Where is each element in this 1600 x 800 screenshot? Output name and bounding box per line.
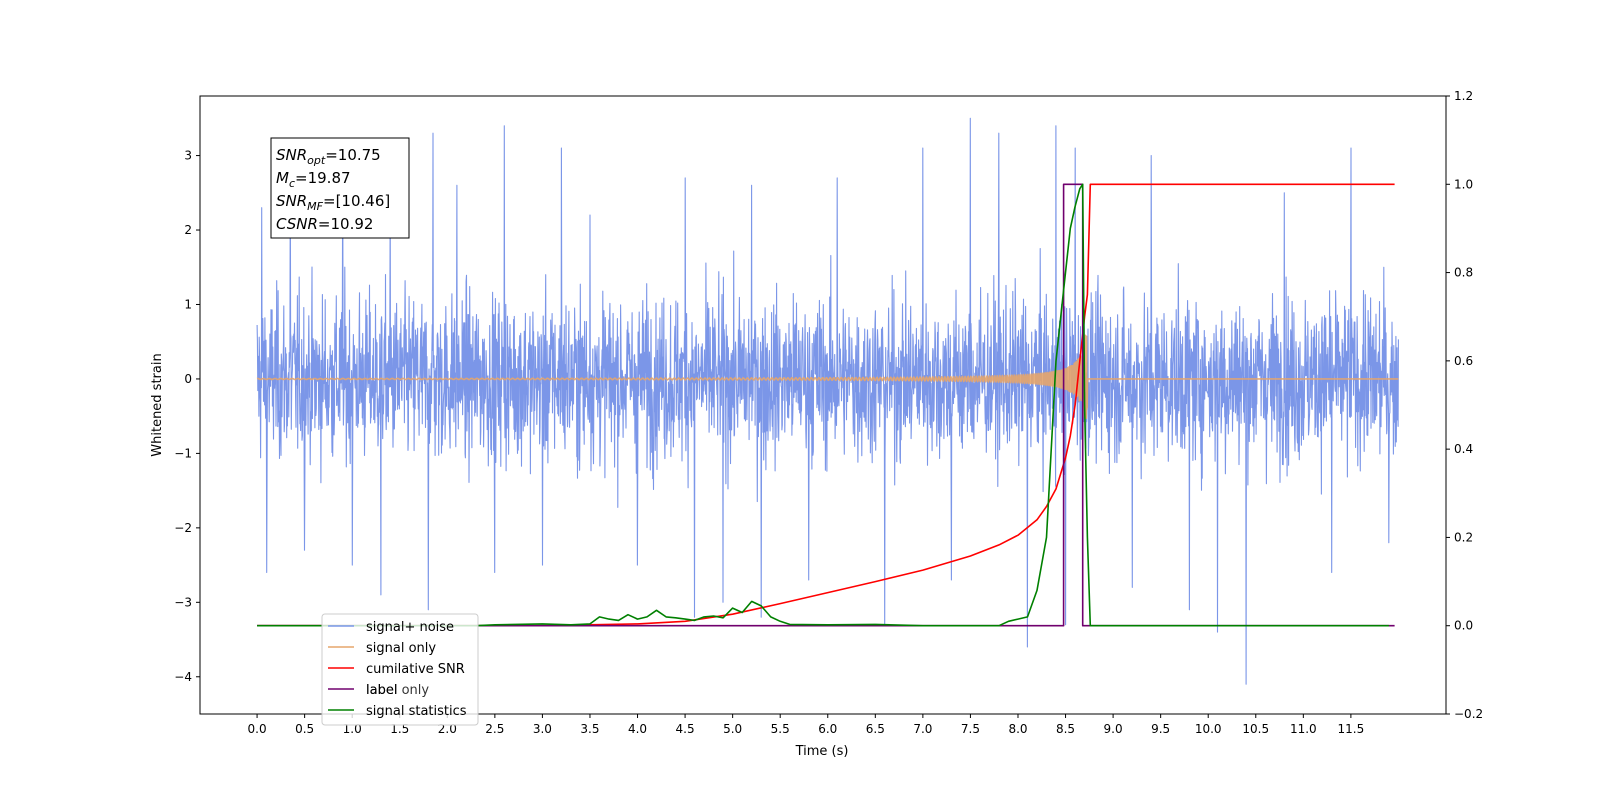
- y-tick-label: 3: [184, 149, 192, 163]
- y2-tick-label: 1.0: [1454, 177, 1473, 191]
- legend-label: signal+ noise: [366, 620, 454, 635]
- x-tick-label: 7.0: [913, 722, 932, 736]
- legend-label: signal only: [366, 641, 436, 656]
- y-tick-label: −3: [174, 595, 192, 609]
- legend-label: label: [366, 683, 397, 698]
- x-tick-label: 10.5: [1242, 722, 1269, 736]
- x-tick-label: 2.5: [485, 722, 504, 736]
- legend-label: signal statistics: [366, 704, 467, 719]
- x-tick-label: 7.5: [961, 722, 980, 736]
- stat-line: Mc=19.87: [276, 169, 351, 190]
- legend: signal+ noise signal only cumilative SNR la…: [321, 613, 479, 726]
- y2-tick-label: 0.6: [1454, 354, 1473, 368]
- x-tick-label: 9.0: [1104, 722, 1123, 736]
- x-tick-label: 4.5: [676, 722, 695, 736]
- y2-tick-label: 0.8: [1454, 266, 1473, 280]
- y-axis-label: Whitened strain: [150, 353, 165, 456]
- stats-box-frame: [270, 137, 410, 239]
- y2-tick-label: 1.2: [1454, 89, 1473, 103]
- x-tick-label: 9.5: [1151, 722, 1170, 736]
- series-signal-noise: [256, 117, 1399, 685]
- y-tick-label: 0: [184, 372, 192, 386]
- x-tick-label: 11.0: [1290, 722, 1317, 736]
- series-layer: [256, 117, 1399, 685]
- axes-frame: [199, 95, 1447, 715]
- x-tick-label: 0.0: [248, 722, 267, 736]
- y-tick-label: 2: [184, 223, 192, 237]
- x-tick-label: 11.5: [1338, 722, 1365, 736]
- x-tick-label: 10.0: [1195, 722, 1222, 736]
- x-tick-label: 4.0: [628, 722, 647, 736]
- x-tick-label: 5.0: [723, 722, 742, 736]
- series-signal-statistics: [257, 183, 1389, 627]
- y-tick-label: −1: [174, 446, 192, 460]
- stat-line: SNRMF=[10.46]: [276, 192, 390, 213]
- stat-line: CSNR=10.92: [276, 215, 373, 233]
- x-tick-label: 5.5: [771, 722, 790, 736]
- y-tick-label: −4: [174, 670, 192, 684]
- x-tick-label: 6.5: [866, 722, 885, 736]
- x-tick-label: 8.0: [1008, 722, 1027, 736]
- x-tick-label: 6.0: [818, 722, 837, 736]
- y2-tick-label: −0.2: [1454, 707, 1483, 721]
- y2-tick-label: 0.2: [1454, 530, 1473, 544]
- y-tick-label: 1: [184, 297, 192, 311]
- legend-label-faded: label only: [366, 683, 429, 698]
- series-signal-only: [256, 334, 1399, 419]
- y-axis-right: 1.2 1.0 0.8 0.6 0.4 0.2 0.0 −0.2: [1446, 89, 1483, 721]
- legend-frame: [321, 613, 479, 726]
- x-tick-label: 3.5: [580, 722, 599, 736]
- x-axis-label: Time (s): [795, 744, 849, 759]
- x-tick-label: 8.5: [1056, 722, 1075, 736]
- legend-label: cumilative SNR: [366, 662, 465, 677]
- y2-tick-label: 0.0: [1454, 619, 1473, 633]
- x-tick-label: 0.5: [295, 722, 314, 736]
- stat-line: SNRopt=10.75: [276, 146, 381, 167]
- y-axis-left: 3 2 1 0 −1 −2 −3 −4: [174, 149, 200, 684]
- x-tick-label: 3.0: [533, 722, 552, 736]
- y-tick-label: −2: [174, 521, 192, 535]
- y2-tick-label: 0.4: [1454, 442, 1473, 456]
